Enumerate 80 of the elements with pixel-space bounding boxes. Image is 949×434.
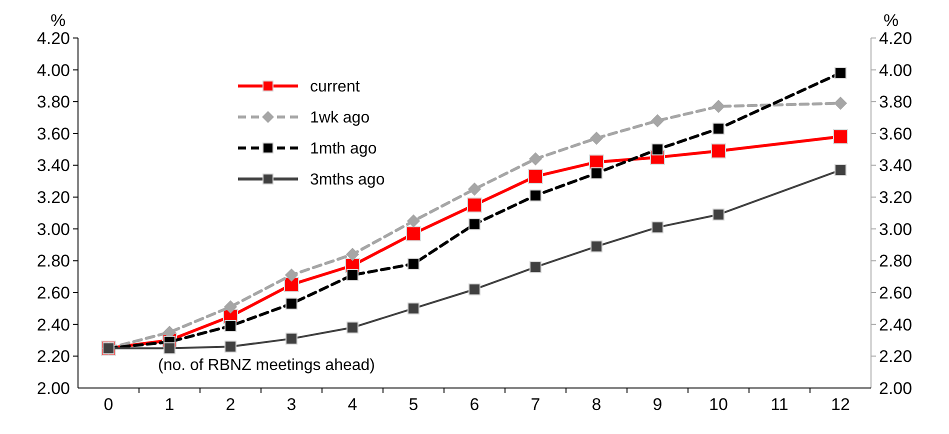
point [224, 300, 238, 314]
point [346, 248, 360, 261]
y2-tick-label: 3.40 [879, 156, 912, 176]
y-tick-label: 3.40 [36, 156, 70, 176]
point [346, 269, 358, 282]
point [711, 143, 726, 158]
point [286, 298, 298, 310]
legend-label: current [310, 78, 360, 96]
point [590, 132, 604, 145]
point [528, 152, 542, 166]
y-tick-label: 2.60 [36, 283, 70, 302]
y2-tick-label: 2.00 [879, 378, 912, 398]
x-tick-label: 4 [348, 395, 358, 414]
point [712, 100, 726, 114]
x-tick-label: 8 [592, 395, 602, 414]
x-tick-label: 11 [770, 395, 788, 414]
y2-tick-label: 4.20 [879, 28, 912, 48]
point [408, 258, 420, 270]
point [530, 190, 542, 202]
y-tick-label: 2.20 [36, 347, 70, 366]
y2-tick-label: 3.80 [879, 92, 912, 112]
point [650, 114, 664, 128]
point [224, 340, 236, 353]
point [468, 283, 480, 296]
point [590, 240, 602, 252]
x-tick-label: 9 [652, 395, 662, 414]
point [712, 122, 724, 135]
y-tick-label: 2.00 [36, 378, 70, 398]
x-tick-label: 10 [709, 395, 728, 414]
y2-tick-label: 2.20 [879, 347, 912, 366]
y-tick-label: 4.00 [36, 60, 70, 80]
y2-tick-label: 2.60 [879, 283, 912, 302]
point [468, 218, 480, 230]
y-axis-title: % [50, 11, 66, 30]
x-tick-label: 6 [470, 395, 480, 414]
y2-tick-label: 2.40 [879, 315, 912, 334]
point [284, 268, 298, 282]
point [408, 302, 420, 314]
point [467, 198, 482, 213]
x-tick-label: 2 [226, 395, 236, 414]
y2-tick-label: 3.00 [879, 220, 912, 239]
point [833, 129, 848, 144]
y-tick-label: 2.40 [36, 315, 70, 334]
legend-label: 3mths ago [310, 172, 385, 189]
x-tick-label: 1 [164, 395, 174, 414]
point [652, 221, 664, 234]
y-tick-label: 3.00 [36, 220, 70, 239]
y-tick-label: 3.60 [36, 124, 70, 144]
point [590, 167, 602, 180]
point [834, 67, 846, 79]
x-tick-label: 3 [286, 395, 296, 414]
x-tick-label: 0 [104, 395, 114, 414]
x-tick-label: 5 [408, 395, 418, 414]
y-tick-label: 3.80 [36, 92, 70, 112]
point [406, 214, 420, 228]
y2-axis-title: % [883, 11, 899, 30]
point [530, 261, 542, 274]
annotation: (no. of RBNZ meetings ahead) [158, 357, 375, 374]
y2-tick-label: 4.00 [879, 60, 912, 80]
point [834, 164, 846, 176]
point [652, 143, 664, 156]
y2-tick-label: 2.80 [879, 252, 912, 271]
x-tick-label: 12 [831, 395, 850, 414]
y-tick-label: 2.80 [36, 252, 70, 271]
point [286, 332, 298, 345]
point [164, 342, 176, 354]
point [224, 320, 236, 332]
y2-tick-label: 3.20 [879, 188, 912, 208]
point [834, 96, 848, 110]
x-tick-label: 7 [530, 395, 540, 414]
point [406, 226, 421, 242]
legend-label: 1wk ago [310, 110, 370, 127]
y-tick-label: 4.20 [36, 28, 70, 48]
legend-label: 1mth ago [310, 140, 377, 158]
point [468, 182, 482, 196]
point [712, 208, 724, 221]
y-tick-label: 3.20 [36, 188, 70, 208]
point [528, 168, 543, 184]
point [346, 322, 358, 334]
y2-tick-label: 3.60 [879, 124, 912, 144]
